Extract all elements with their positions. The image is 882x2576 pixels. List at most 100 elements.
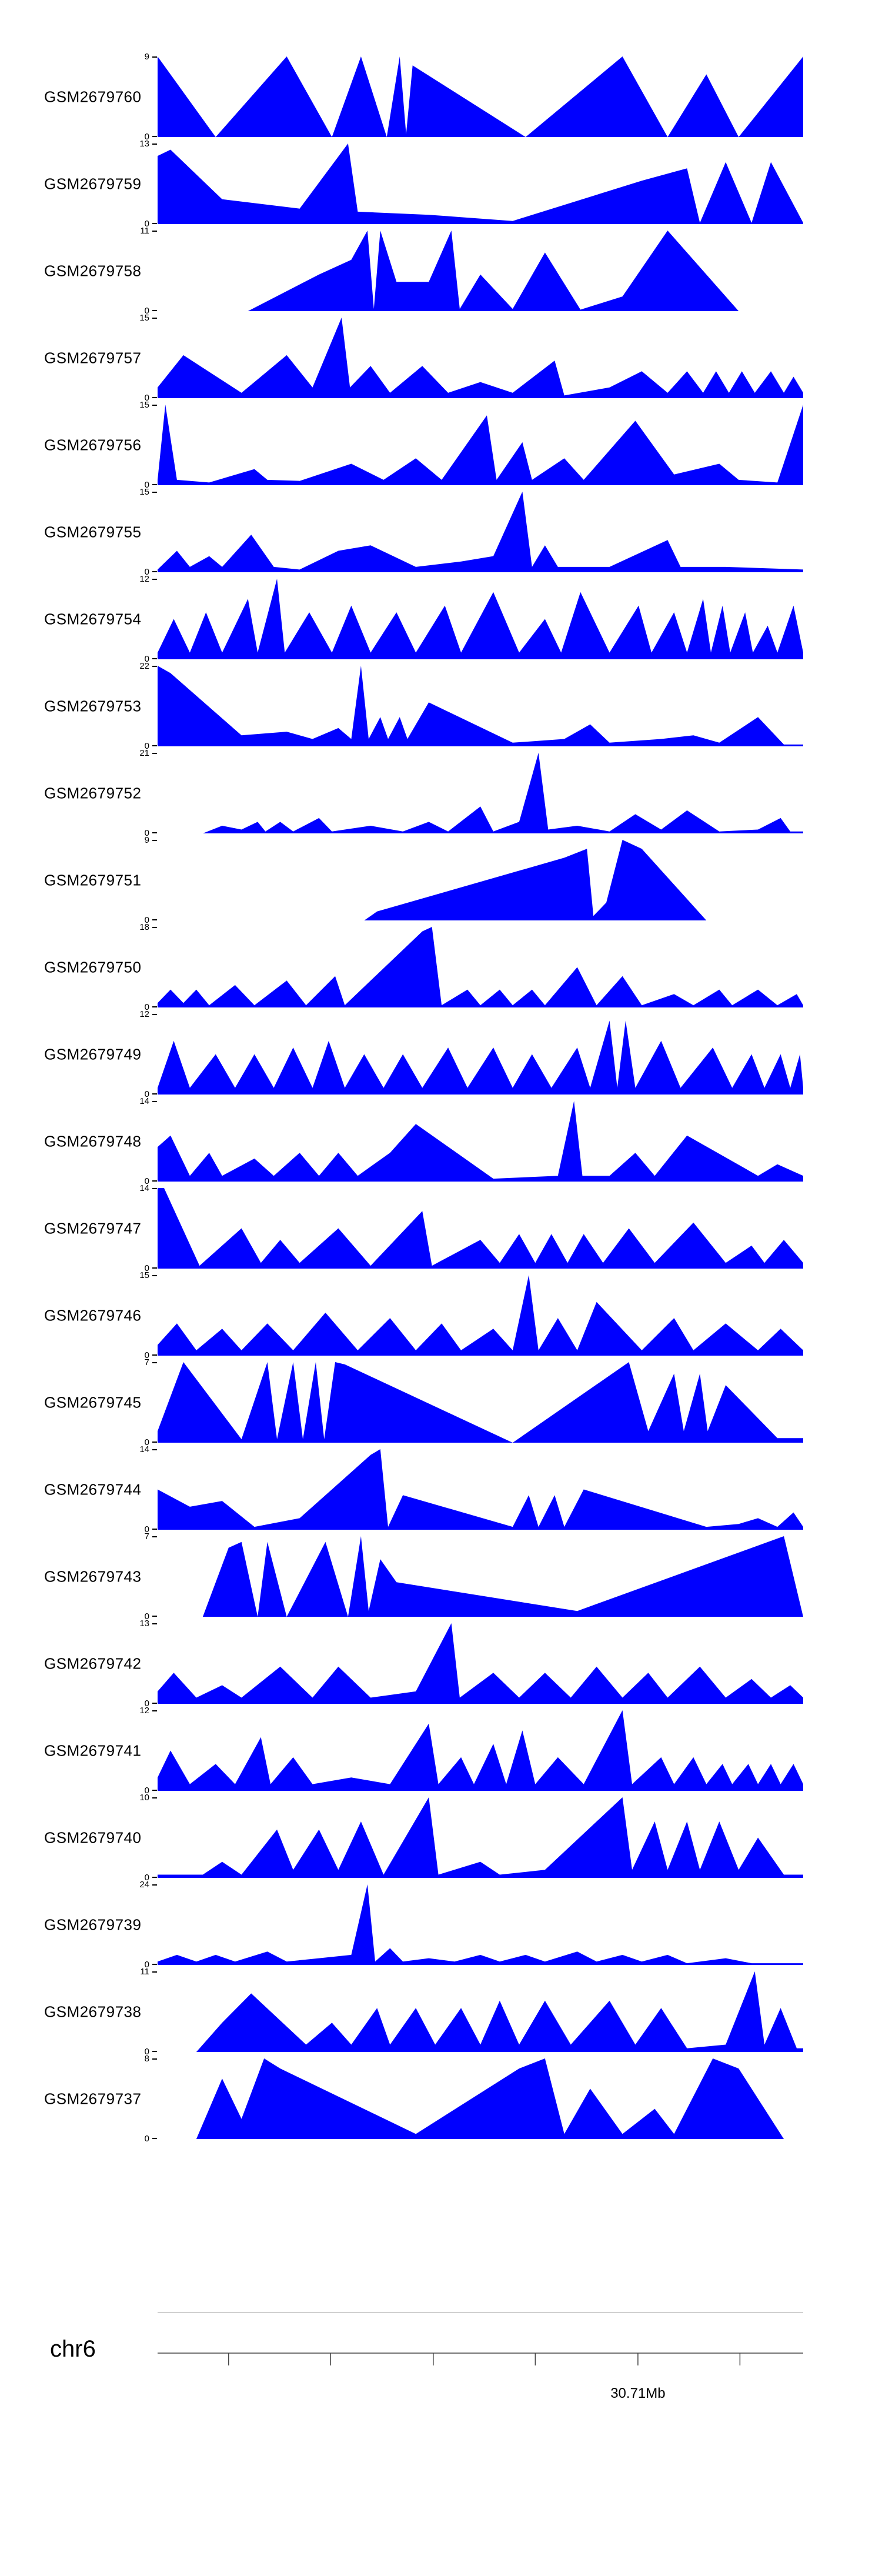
track-yzero-label: 0	[144, 393, 149, 403]
track-area-plot	[158, 1275, 803, 1356]
track-yzero-label: 0	[144, 741, 149, 751]
track-row: GSM2679757 15 0	[0, 313, 882, 402]
track-row: GSM2679737 8 0	[0, 2054, 882, 2143]
track-row: GSM2679758 11 0	[0, 226, 882, 315]
coverage-area	[158, 1536, 803, 1617]
axis-tick-bottom	[152, 919, 157, 920]
track-ymax-label: 15	[139, 487, 149, 497]
track-label: GSM2679743	[44, 1567, 142, 1585]
track-label: GSM2679748	[44, 1132, 142, 1150]
axis-tick-top	[152, 2058, 157, 2060]
track-ymax-label: 15	[139, 313, 149, 323]
track-label: GSM2679744	[44, 1480, 142, 1498]
track-area-plot	[158, 753, 803, 833]
coverage-area	[158, 492, 803, 572]
track-label: GSM2679739	[44, 1916, 142, 1933]
track-area-plot	[158, 318, 803, 398]
track-label: GSM2679750	[44, 958, 142, 976]
axis-tick-top	[152, 56, 157, 58]
axis-tick-top	[152, 1101, 157, 1102]
track-area-plot	[158, 1536, 803, 1617]
axis-tick-bottom	[152, 1006, 157, 1007]
track-area-plot	[158, 1101, 803, 1182]
coverage-area	[158, 1797, 803, 1878]
track-yzero-label: 0	[144, 1786, 149, 1796]
track-area-plot	[158, 1449, 803, 1530]
axis-tick-top	[152, 1188, 157, 1189]
track-ymax-label: 13	[139, 139, 149, 149]
track-area-plot	[158, 231, 803, 311]
coverage-area	[158, 1623, 803, 1704]
track-row: GSM2679738 11 0	[0, 1967, 882, 2056]
track-row: GSM2679746 15 0	[0, 1271, 882, 1360]
track-ymax-label: 12	[139, 574, 149, 584]
axis-tick-top	[152, 492, 157, 493]
track-row: GSM2679740 10 0	[0, 1793, 882, 1882]
axis-tick-top	[152, 1884, 157, 1886]
track-label: GSM2679737	[44, 2090, 142, 2107]
track-yzero-label: 0	[144, 654, 149, 664]
coverage-area	[158, 1884, 803, 1965]
coverage-area	[158, 1188, 803, 1269]
coverage-area	[158, 1971, 803, 2052]
axis-tick-top	[152, 840, 157, 841]
axis-tick-bottom	[152, 136, 157, 137]
track-label: GSM2679759	[44, 175, 142, 192]
genome-ruler	[158, 2353, 803, 2365]
track-ymax-label: 11	[140, 226, 149, 236]
axis-tick-bottom	[152, 1790, 157, 1791]
track-area-plot	[158, 1884, 803, 1965]
track-yzero-label: 0	[144, 1089, 149, 1099]
track-row: GSM2679745 7 0	[0, 1358, 882, 1447]
track-area-plot	[158, 579, 803, 659]
track-ymax-label: 7	[144, 1531, 149, 1541]
track-ymax-label: 15	[139, 400, 149, 410]
track-area-plot	[158, 1188, 803, 1269]
axis-tick-top	[152, 1971, 157, 1973]
track-row: GSM2679739 24 0	[0, 1880, 882, 1969]
track-area-plot	[158, 1020, 803, 1095]
axis-tick-bottom	[152, 310, 157, 311]
coverage-area	[158, 1101, 803, 1182]
coverage-area	[158, 56, 803, 137]
track-label: GSM2679742	[44, 1654, 142, 1672]
track-label: GSM2679754	[44, 610, 142, 628]
track-ymax-label: 18	[139, 922, 149, 932]
track-label: GSM2679747	[44, 1219, 142, 1237]
track-ymax-label: 9	[144, 52, 149, 62]
track-yzero-label: 0	[144, 1960, 149, 1970]
track-row: GSM2679756 15 0	[0, 401, 882, 489]
axis-tick-bottom	[152, 1616, 157, 1617]
coverage-area	[158, 318, 803, 398]
track-yzero-label: 0	[144, 1699, 149, 1709]
track-yzero-label: 0	[144, 828, 149, 838]
axis-tick-bottom	[152, 1529, 157, 1530]
track-yzero-label: 0	[144, 219, 149, 229]
axis-tick-bottom	[152, 484, 157, 485]
track-yzero-label: 0	[144, 2047, 149, 2057]
track-row: GSM2679752 21 0	[0, 749, 882, 837]
track-row: GSM2679759 13 0	[0, 139, 882, 228]
axis-tick-top	[152, 1710, 157, 1711]
axis-tick-top	[152, 927, 157, 928]
axis-tick-bottom	[152, 2051, 157, 2052]
track-label: GSM2679746	[44, 1306, 142, 1324]
axis-tick-bottom	[152, 1267, 157, 1269]
track-row: GSM2679750 18 0	[0, 923, 882, 1012]
track-yzero-label: 0	[144, 1002, 149, 1012]
track-area-plot	[158, 405, 803, 485]
track-ymax-label: 12	[139, 1706, 149, 1716]
coverage-area	[158, 1710, 803, 1791]
axis-tick-top	[152, 1014, 157, 1015]
track-row: GSM2679754 12 0	[0, 575, 882, 663]
track-area-plot	[158, 144, 803, 224]
track-ymax-label: 24	[139, 1880, 149, 1890]
axis-tick-bottom	[152, 1093, 157, 1095]
track-yzero-label: 0	[144, 1437, 149, 1447]
axis-tick-bottom	[152, 1354, 157, 1356]
track-area-plot	[158, 2058, 803, 2139]
track-label: GSM2679757	[44, 349, 142, 366]
track-ymax-label: 13	[139, 1619, 149, 1629]
track-area-plot	[158, 1710, 803, 1791]
track-yzero-label: 0	[144, 1263, 149, 1273]
